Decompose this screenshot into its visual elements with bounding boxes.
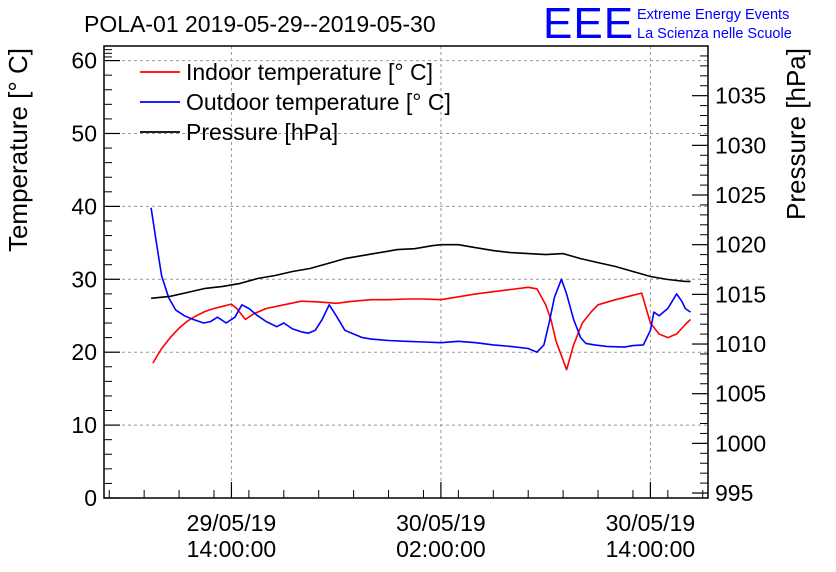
x-tick-date: 30/05/19 [606,510,696,536]
chart-title: POLA-01 2019-05-29--2019-05-30 [84,11,436,37]
y2-tick-label: 1035 [715,83,766,109]
y2-axis-title: Pressure [hPa] [781,48,811,220]
y-tick-label: 30 [71,266,97,292]
y2-tick-label: 1010 [715,331,766,357]
x-tick-time: 14:00:00 [606,536,696,562]
x-tick-date: 29/05/19 [187,510,277,536]
series-line-1 [150,207,691,354]
x-axis: 29/05/1914:00:0030/05/1902:00:0030/05/19… [108,482,704,562]
legend-label-2: Pressure [hPa] [186,119,338,145]
y2-tick-label: 995 [715,480,753,506]
legend-label-1: Outdoor temperature [° C] [186,89,451,115]
y-tick-label: 10 [71,412,97,438]
right-axis: 995 1000 1005 1010 1015 1020 1025 1030 1035 [692,55,766,506]
left-axis: 0 10 20 30 40 50 60 [71,48,120,511]
y-axis-title: Temperature [° C] [3,48,33,252]
series-line-2 [151,243,691,300]
logo-letters: EEE [543,0,634,48]
x-tick-date: 30/05/19 [396,510,486,536]
y2-tick-label: 1000 [715,430,766,456]
y-tick-label: 20 [71,339,97,365]
legend-label-0: Indoor temperature [° C] [186,59,433,85]
plot-frame [103,45,709,499]
series-line-0 [152,286,692,371]
logo-line-2: La Scienza nelle Scuole [637,26,792,42]
logo-line-1: Extreme Energy Events [637,7,789,23]
y2-tick-label: 1020 [715,232,766,258]
y-tick-label: 60 [71,48,97,74]
y2-tick-label: 1005 [715,381,766,407]
y-tick-label: 50 [71,120,97,146]
y2-tick-label: 1030 [715,132,766,158]
y-tick-label: 0 [84,485,97,511]
series-lines [150,207,692,371]
eee-logo: EEE Extreme Energy Events La Scienza nel… [543,0,792,48]
legend: Indoor temperature [° C] Outdoor temperat… [140,59,451,145]
y2-tick-label: 1025 [715,182,766,208]
x-tick-time: 14:00:00 [187,536,277,562]
y-tick-label: 40 [71,193,97,219]
y2-tick-label: 1015 [715,281,766,307]
grid-lines [104,46,708,498]
x-tick-time: 02:00:00 [396,536,486,562]
